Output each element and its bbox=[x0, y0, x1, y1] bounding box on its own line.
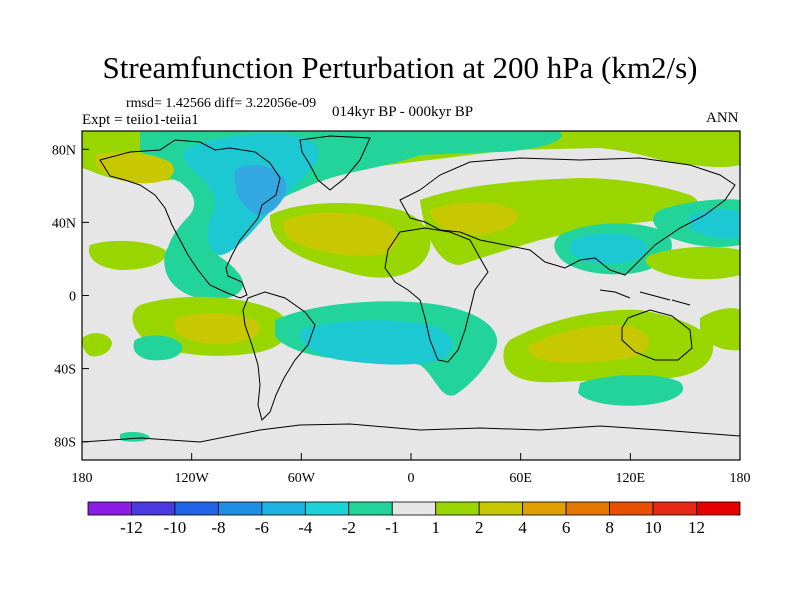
x-tick-label: 120E bbox=[616, 471, 646, 486]
contour-s-ocean-neg1 bbox=[578, 374, 684, 406]
colorbar-label: 1 bbox=[431, 518, 440, 537]
coastline-africa bbox=[384, 227, 489, 363]
contour-s-pacific-pos2 bbox=[175, 313, 261, 345]
colorbar-label: -2 bbox=[342, 518, 356, 537]
contour-s-atlantic-neg2 bbox=[299, 320, 453, 365]
colorbar-swatch bbox=[174, 501, 219, 516]
contour-s-indian-pos2 bbox=[528, 324, 649, 363]
colorbar-label: 4 bbox=[518, 518, 527, 537]
contour-greenland-neg3 bbox=[234, 164, 286, 215]
colorbar-label: -4 bbox=[298, 518, 313, 537]
contour-alaska-pos2 bbox=[96, 152, 174, 184]
period-label: 014kyr BP - 000kyr BP bbox=[332, 104, 474, 120]
colorbar-swatch bbox=[609, 501, 654, 516]
y-tick-label: 80S bbox=[54, 436, 76, 451]
x-tick-label: 60W bbox=[288, 471, 316, 486]
colorbar-swatch bbox=[217, 501, 263, 516]
colorbar-swatch bbox=[652, 501, 697, 516]
contour-pacific-ne-pos1 bbox=[645, 246, 740, 280]
colorbar-label: 8 bbox=[605, 518, 614, 537]
colorbar-swatch bbox=[391, 501, 437, 516]
colorbar-label: -12 bbox=[120, 518, 143, 537]
contour-w-pacific-pos1 bbox=[700, 308, 740, 351]
colorbar-swatch bbox=[565, 501, 611, 516]
contour-asia-neg2 bbox=[570, 233, 647, 265]
coastlines bbox=[82, 135, 740, 443]
x-tick-label: 60E bbox=[509, 471, 532, 486]
colorbar-swatch bbox=[696, 501, 741, 516]
contour-europe-pos2 bbox=[430, 202, 518, 236]
coastline-south-america bbox=[242, 291, 316, 421]
contour-fields bbox=[82, 131, 740, 442]
colorbar: -12 -10 -8 -6 -4 -2 -1 1 2 4 6 8 10 12 bbox=[87, 501, 741, 537]
colorbar-swatch bbox=[435, 501, 480, 516]
colorbar-label: -8 bbox=[211, 518, 225, 537]
colorbar-swatch bbox=[87, 501, 132, 516]
stats-text: rmsd= 1.42566 diff= 3.22056e-09 bbox=[126, 96, 317, 111]
colorbar-label: -6 bbox=[255, 518, 269, 537]
contour-c-america-neg1 bbox=[164, 244, 244, 300]
colorbar-label: 6 bbox=[562, 518, 571, 537]
colorbar-label: 12 bbox=[688, 518, 705, 537]
colorbar-label: -10 bbox=[164, 518, 187, 537]
y-axis: 80N 40N 0 40S 80S bbox=[52, 143, 89, 451]
colorbar-swatch bbox=[131, 501, 176, 516]
season-label: ANN bbox=[706, 110, 739, 126]
colorbar-swatch bbox=[348, 501, 393, 516]
coastline-antarctica bbox=[82, 423, 740, 443]
colorbar-swatch bbox=[522, 501, 567, 516]
colorbar-label: 2 bbox=[475, 518, 484, 537]
coastline-australia bbox=[621, 309, 693, 361]
colorbar-swatch bbox=[304, 501, 350, 516]
colorbar-label: 10 bbox=[645, 518, 662, 537]
coastline-eurasia bbox=[399, 157, 736, 276]
y-tick-label: 40S bbox=[54, 363, 76, 378]
x-tick-label: 180 bbox=[72, 471, 93, 486]
plot-title: Streamfunction Perturbation at 200 hPa (… bbox=[102, 50, 698, 85]
x-axis: 180 120W 60W 0 60E 120E 180 bbox=[72, 453, 751, 486]
y-tick-label: 0 bbox=[69, 290, 76, 305]
colorbar-label: -1 bbox=[385, 518, 399, 537]
coastline-north-america bbox=[99, 139, 281, 299]
experiment-label: Expt = teiio1-teiia1 bbox=[82, 112, 199, 128]
coastline-greenland bbox=[299, 135, 371, 191]
x-tick-label: 180 bbox=[730, 471, 751, 486]
colorbar-swatch bbox=[478, 501, 524, 516]
y-tick-label: 80N bbox=[52, 143, 76, 158]
coastline-indonesia bbox=[599, 289, 691, 306]
x-tick-label: 0 bbox=[408, 471, 415, 486]
contour-sw-pacific-pos1 bbox=[82, 333, 112, 357]
x-tick-label: 120W bbox=[175, 471, 210, 486]
contour-e-pacific-pos1 bbox=[88, 240, 166, 270]
contour-eurasia-pos1 bbox=[420, 178, 699, 265]
y-tick-label: 40N bbox=[52, 216, 76, 231]
contour-sw-pacific-neg1 bbox=[133, 335, 183, 361]
colorbar-swatch bbox=[261, 501, 306, 516]
contour-atlantic-pos2 bbox=[283, 212, 398, 256]
